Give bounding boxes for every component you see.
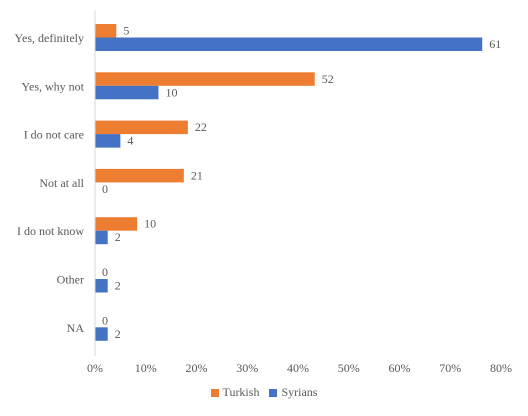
legend-label-turkish: Turkish bbox=[222, 385, 260, 399]
data-label-syrians: 4 bbox=[127, 134, 133, 148]
category-label: NA bbox=[67, 321, 85, 335]
bar-turkish bbox=[95, 24, 117, 38]
legend: Turkish Syrians bbox=[0, 385, 528, 400]
x-tick-label: 40% bbox=[287, 361, 309, 375]
category-label: Not at all bbox=[39, 176, 84, 190]
bar-syrians bbox=[95, 327, 108, 341]
x-axis: 0% 10% 20% 30% 40% 50% 60% 70% 80% bbox=[87, 10, 512, 375]
bar-syrians bbox=[95, 85, 159, 100]
x-tick-label: 10% bbox=[135, 361, 157, 375]
data-label-syrians: 10 bbox=[165, 85, 177, 99]
legend-swatch-syrians bbox=[269, 388, 278, 397]
bar-syrians bbox=[95, 37, 483, 51]
data-label-syrians: 2 bbox=[115, 327, 121, 341]
bar-turkish bbox=[95, 120, 188, 135]
x-tick-label: 50% bbox=[338, 361, 360, 375]
data-label-syrians: 2 bbox=[115, 230, 121, 244]
bar-turkish bbox=[95, 72, 315, 86]
category-label: Yes, definitely bbox=[15, 31, 84, 45]
category-label: Yes, why not bbox=[22, 79, 85, 93]
data-label-syrians: 2 bbox=[115, 279, 121, 293]
category-label: I do not know bbox=[17, 224, 84, 238]
x-tick-label: 60% bbox=[389, 361, 411, 375]
x-tick-label: 20% bbox=[186, 361, 208, 375]
data-label-turkish: 52 bbox=[322, 72, 334, 86]
bar-syrians bbox=[95, 230, 108, 245]
data-label-syrians: 0 bbox=[102, 182, 108, 196]
x-tick-label: 70% bbox=[439, 361, 461, 375]
data-label-turkish: 10 bbox=[144, 217, 156, 231]
data-label-turkish: 5 bbox=[123, 24, 129, 38]
x-tick-label: 80% bbox=[490, 361, 512, 375]
legend-label-syrians: Syrians bbox=[281, 385, 318, 399]
bar-syrians bbox=[95, 279, 108, 293]
x-tick-label: 30% bbox=[236, 361, 258, 375]
data-label-turkish: 21 bbox=[191, 168, 203, 182]
data-label-syrians: 61 bbox=[489, 37, 501, 51]
data-label-turkish: 22 bbox=[195, 120, 207, 134]
category-labels-group: Yes, definitely Yes, why not I do not care… bbox=[15, 31, 85, 335]
x-tick-label: 0% bbox=[87, 361, 103, 375]
bar-turkish bbox=[95, 168, 184, 183]
legend-item-syrians: Syrians bbox=[269, 385, 317, 400]
bar-syrians bbox=[95, 134, 121, 148]
data-label-turkish: 0 bbox=[102, 313, 108, 327]
legend-item-turkish: Turkish bbox=[210, 385, 260, 400]
data-label-turkish: 0 bbox=[102, 265, 108, 279]
bar-turkish bbox=[95, 217, 138, 231]
category-label: Other bbox=[57, 273, 84, 287]
legend-swatch-turkish bbox=[210, 388, 219, 397]
category-label: I do not care bbox=[24, 128, 84, 142]
